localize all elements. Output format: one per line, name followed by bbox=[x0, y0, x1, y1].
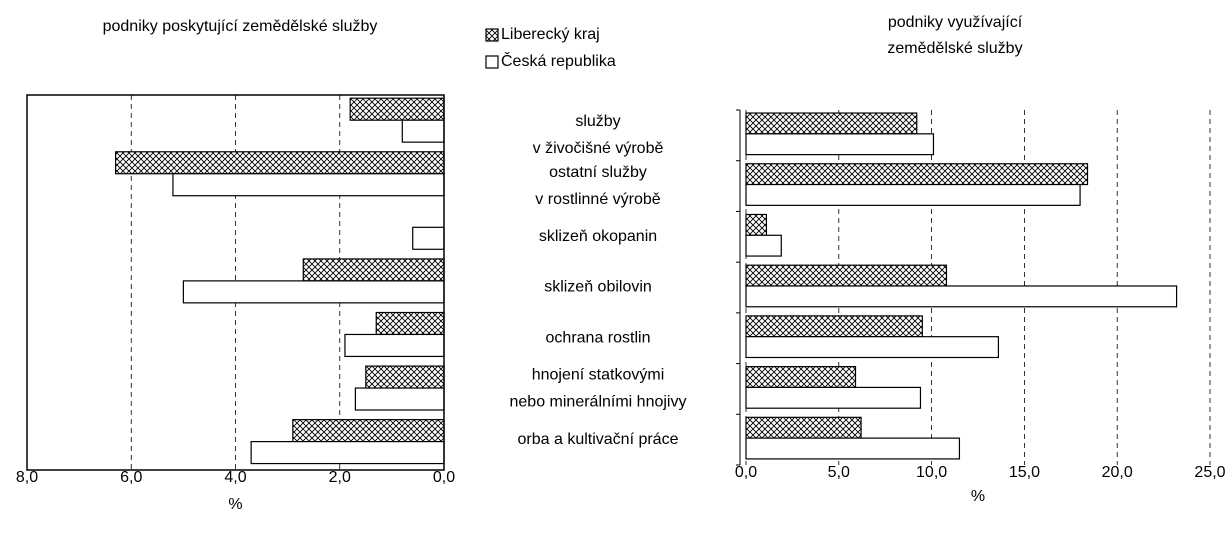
category-label: ostatní služby bbox=[549, 164, 647, 181]
bar bbox=[349, 97, 445, 121]
bar bbox=[115, 151, 445, 175]
bar bbox=[745, 112, 918, 135]
x-axis-label: % bbox=[971, 488, 985, 505]
plot-frame bbox=[26, 94, 445, 471]
category-label: sklizeň okopanin bbox=[539, 228, 657, 245]
legend-swatch bbox=[485, 55, 499, 69]
bar bbox=[745, 163, 1089, 186]
x-tick-label: 6,0 bbox=[120, 469, 142, 486]
bar bbox=[365, 365, 445, 389]
bar bbox=[745, 183, 1081, 206]
bar bbox=[745, 336, 1000, 359]
x-tick-label: 4,0 bbox=[224, 469, 246, 486]
bar bbox=[745, 437, 961, 460]
bar bbox=[401, 119, 445, 143]
x-tick-label: 5,0 bbox=[828, 464, 850, 481]
x-tick-label: 0,0 bbox=[735, 464, 757, 481]
chart-title: podniky poskytující zemědělské služby bbox=[102, 18, 378, 35]
bar bbox=[745, 416, 862, 439]
x-tick-label: 25,0 bbox=[1194, 464, 1225, 481]
bar bbox=[745, 366, 857, 389]
bar bbox=[412, 226, 445, 250]
x-tick-label: 2,0 bbox=[329, 469, 351, 486]
bar bbox=[250, 441, 445, 465]
x-tick-label: 8,0 bbox=[16, 469, 38, 486]
bar bbox=[745, 133, 935, 156]
chart-title: podniky využívající zemědělské služby bbox=[887, 14, 1023, 57]
x-axis-label: % bbox=[228, 496, 242, 513]
bar bbox=[344, 333, 445, 358]
category-label: v rostlinné výrobě bbox=[535, 191, 660, 208]
category-label: hnojení statkovými bbox=[532, 367, 665, 384]
x-tick-label: 20,0 bbox=[1102, 464, 1133, 481]
category-label: ochrana rostlin bbox=[546, 329, 651, 346]
bar bbox=[745, 285, 1178, 308]
category-label: služby bbox=[575, 113, 620, 130]
bar bbox=[182, 280, 445, 304]
legend-label: Česká republika bbox=[501, 51, 616, 70]
legend-label: Liberecký kraj bbox=[501, 26, 600, 43]
bar bbox=[745, 264, 948, 287]
legend-swatch bbox=[485, 28, 499, 42]
x-tick-label: 0,0 bbox=[433, 469, 455, 486]
category-label: sklizeň obilovin bbox=[544, 279, 652, 296]
category-label: orba a kultivační práce bbox=[518, 431, 679, 448]
bar bbox=[172, 173, 445, 197]
bar bbox=[745, 213, 768, 236]
category-label: nebo minerálními hnojivy bbox=[510, 394, 687, 411]
bar bbox=[745, 386, 922, 409]
bar bbox=[745, 315, 923, 338]
x-tick-label: 15,0 bbox=[1009, 464, 1040, 481]
x-tick-label: 10,0 bbox=[916, 464, 947, 481]
category-label: v živočišné výrobě bbox=[533, 140, 664, 157]
bar bbox=[375, 311, 445, 336]
bar bbox=[745, 234, 782, 257]
bar bbox=[354, 387, 445, 411]
bar bbox=[302, 258, 445, 282]
bar bbox=[292, 419, 445, 443]
